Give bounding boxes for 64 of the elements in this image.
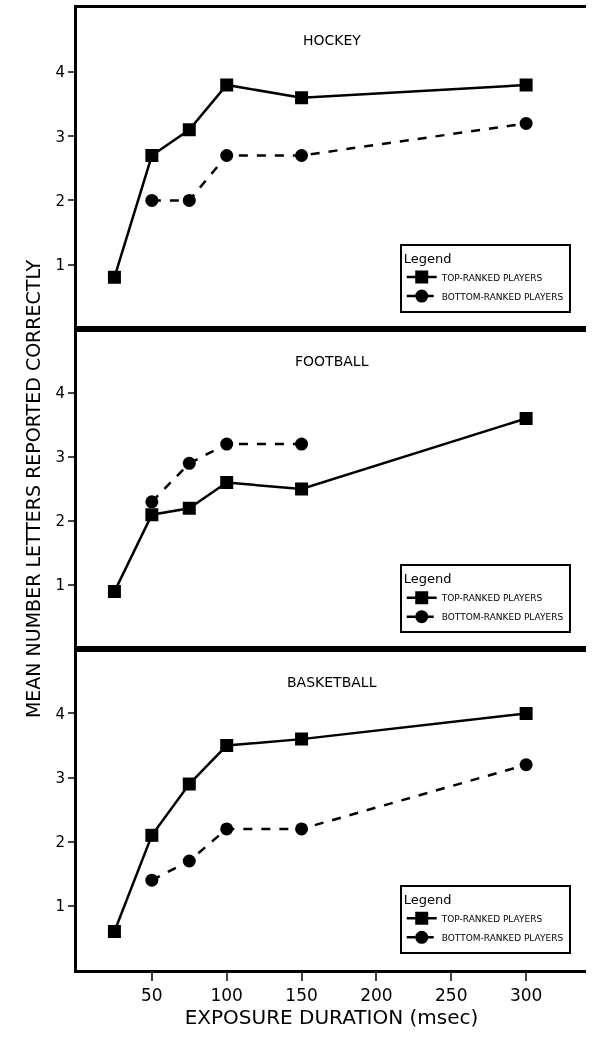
point xyxy=(295,482,309,496)
y-tick-label: 4 xyxy=(55,384,65,403)
legend-label: BOTTOM-RANKED PLAYERS xyxy=(441,291,564,302)
point xyxy=(145,873,159,887)
point xyxy=(519,758,533,772)
point xyxy=(295,149,309,162)
point xyxy=(295,732,309,746)
point xyxy=(220,149,234,162)
y-tick-label: 3 xyxy=(55,127,65,146)
point xyxy=(107,585,121,599)
y-tick-label: 1 xyxy=(55,255,65,274)
point xyxy=(182,777,196,791)
point xyxy=(182,456,196,470)
point xyxy=(107,925,121,939)
x-tick-label: 150 xyxy=(285,985,318,1006)
point xyxy=(182,501,196,515)
x-tick-label: 250 xyxy=(435,985,468,1006)
y-tick-label: 2 xyxy=(55,191,65,210)
point xyxy=(519,411,533,425)
x-tick-label: 50 xyxy=(141,985,163,1006)
legend-label: BOTTOM-RANKED PLAYERS xyxy=(441,612,564,623)
legend-label: TOP-RANKED PLAYERS xyxy=(440,272,543,283)
text: HOCKEY xyxy=(303,32,362,48)
y-tick-label: 1 xyxy=(55,576,65,595)
point xyxy=(182,123,196,137)
y-tick-label: 2 xyxy=(55,832,65,851)
point xyxy=(220,437,234,451)
legend-title: Legend xyxy=(403,891,452,907)
legend-label: TOP-RANKED PLAYERS xyxy=(440,593,543,604)
y-tick-label: 3 xyxy=(55,448,65,467)
x-tick-label: 300 xyxy=(509,985,543,1006)
text: FOOTBALL xyxy=(295,353,369,369)
point xyxy=(145,193,159,207)
point xyxy=(220,78,234,92)
point xyxy=(220,476,234,490)
point xyxy=(220,739,234,753)
y-tick-label: 2 xyxy=(55,512,65,531)
x-axis-title: EXPOSURE DURATION (msec) xyxy=(184,1005,479,1030)
point xyxy=(145,495,159,509)
y-tick-label: 1 xyxy=(55,897,65,916)
point xyxy=(145,149,159,163)
point xyxy=(182,193,196,207)
point xyxy=(295,822,309,836)
y-tick-label: 4 xyxy=(55,704,65,723)
text: BASKETBALL xyxy=(287,674,377,690)
legend-label: BOTTOM-RANKED PLAYERS xyxy=(441,932,564,943)
x-tick-label: 100 xyxy=(210,985,243,1006)
legend-title: Legend xyxy=(403,250,452,266)
point xyxy=(145,508,159,522)
legend-label: TOP-RANKED PLAYERS xyxy=(440,913,543,924)
y-axis-title: MEAN NUMBER LETTERS REPORTED CORRECTLY xyxy=(22,259,45,719)
point xyxy=(107,270,121,284)
point xyxy=(519,78,533,92)
point xyxy=(295,91,309,105)
legend-title: Legend xyxy=(403,571,452,587)
point xyxy=(295,437,309,451)
point xyxy=(145,828,159,842)
y-tick-label: 4 xyxy=(55,63,65,82)
x-tick-label: 200 xyxy=(360,985,393,1006)
point xyxy=(519,116,533,130)
y-tick-label: 3 xyxy=(55,768,65,787)
point xyxy=(220,822,234,836)
point xyxy=(519,706,533,720)
point xyxy=(182,854,196,868)
